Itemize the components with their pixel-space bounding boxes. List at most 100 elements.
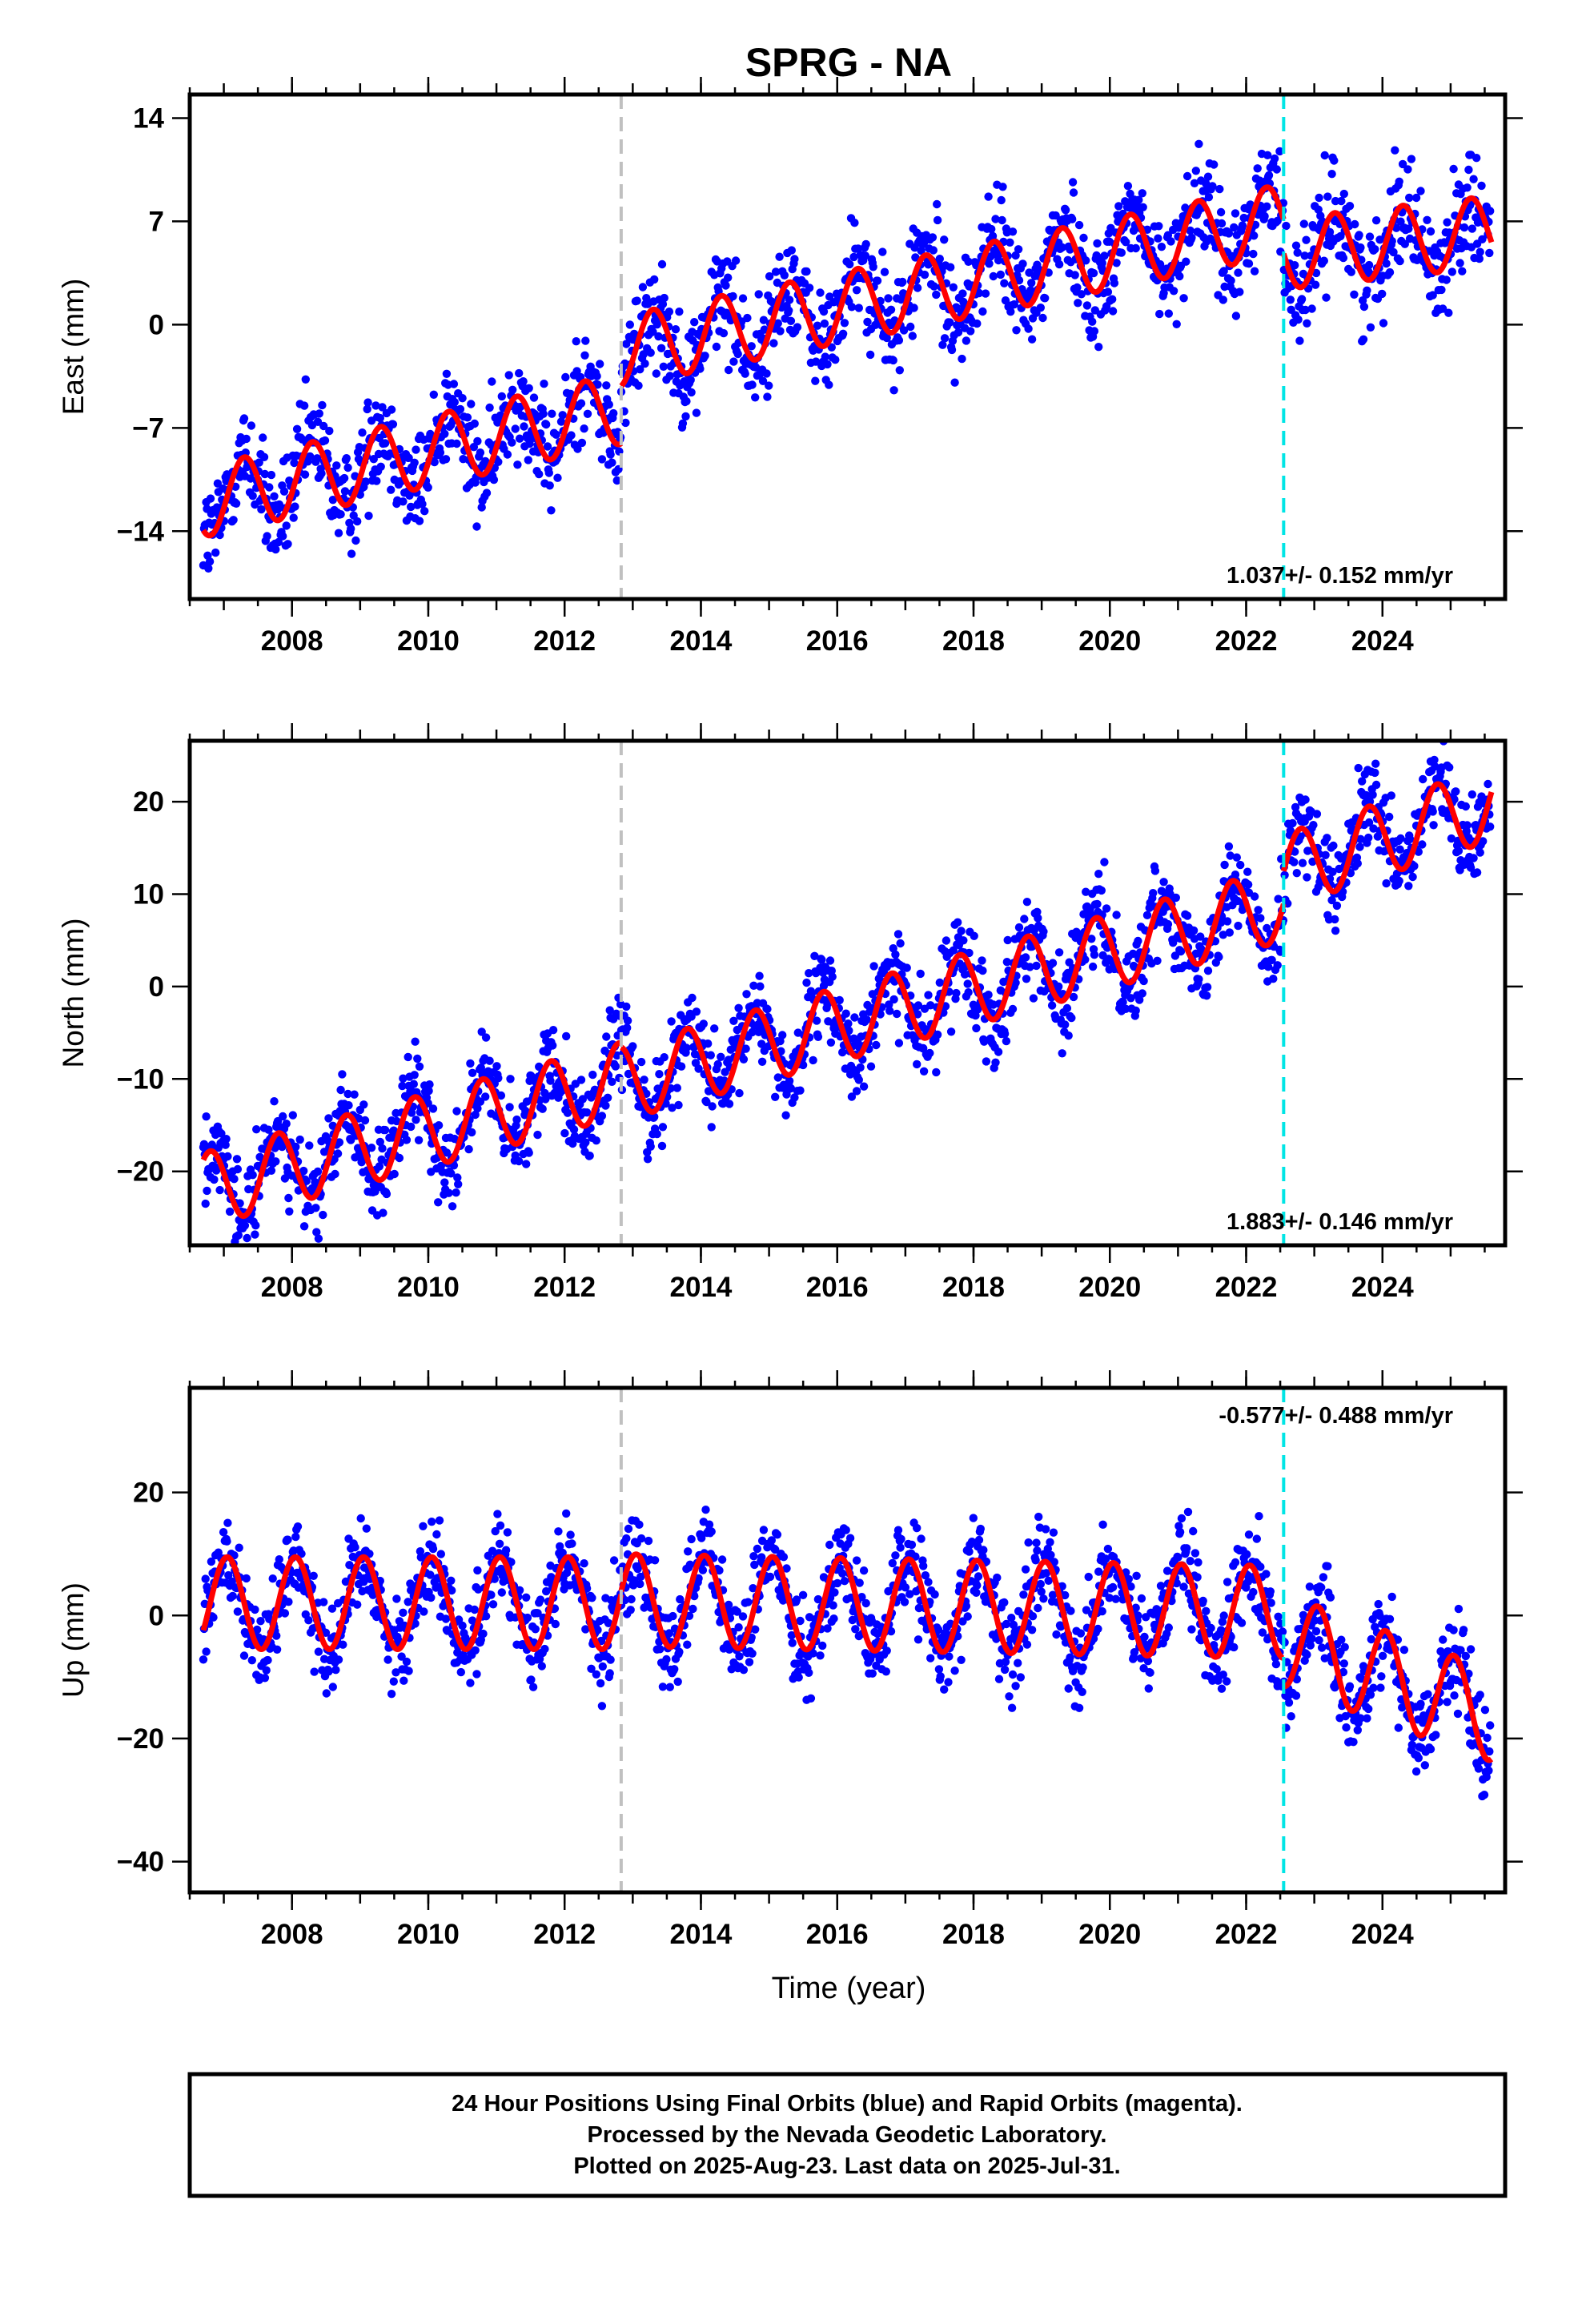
east-final-orbit-points <box>199 139 1495 573</box>
data-point <box>356 1514 365 1523</box>
data-point <box>412 1116 420 1124</box>
data-point <box>767 1536 776 1545</box>
data-point <box>577 438 587 448</box>
data-point <box>1332 901 1342 911</box>
data-point <box>491 1526 500 1536</box>
data-point <box>917 246 926 255</box>
data-point <box>1014 923 1024 932</box>
data-point <box>327 1604 337 1613</box>
data-point <box>1236 860 1245 870</box>
data-point <box>597 1702 607 1711</box>
data-point <box>1426 227 1435 236</box>
data-point <box>225 1207 235 1216</box>
data-point <box>729 357 738 366</box>
data-point <box>477 1027 486 1036</box>
data-point <box>542 420 551 429</box>
data-point <box>1131 1006 1140 1015</box>
data-point <box>1150 866 1160 875</box>
data-point <box>284 1598 293 1606</box>
data-point <box>738 1612 748 1621</box>
y-tick-label: 0 <box>149 971 164 1003</box>
data-point <box>267 1166 276 1176</box>
data-point <box>1149 889 1158 898</box>
data-point <box>1102 904 1111 913</box>
data-point <box>608 458 616 467</box>
data-point <box>873 276 882 285</box>
data-point <box>734 1622 743 1632</box>
data-point <box>597 455 607 464</box>
data-point <box>1311 280 1320 289</box>
data-point <box>1076 1629 1086 1638</box>
data-point <box>665 1629 674 1638</box>
data-point <box>342 454 351 463</box>
data-point <box>609 408 618 418</box>
data-point <box>440 1178 449 1187</box>
data-point <box>805 969 813 978</box>
data-point <box>1350 290 1359 299</box>
data-point <box>1006 238 1014 247</box>
data-point <box>1082 1606 1091 1614</box>
data-point <box>659 362 668 371</box>
data-point <box>204 564 213 573</box>
y-tick-label: 10 <box>133 879 164 911</box>
data-point <box>1356 243 1365 252</box>
data-point <box>506 1075 515 1084</box>
data-point <box>687 1534 696 1544</box>
data-point <box>1157 243 1166 251</box>
data-point <box>1105 1594 1114 1602</box>
y-tick-label: 14 <box>133 103 164 134</box>
data-point <box>387 405 396 414</box>
data-point <box>1014 1659 1022 1667</box>
data-point <box>773 1530 782 1539</box>
data-point <box>938 340 947 349</box>
data-point <box>410 458 419 467</box>
data-point <box>850 219 859 227</box>
data-point <box>1225 928 1235 937</box>
data-point <box>1219 267 1228 275</box>
data-point <box>260 469 270 479</box>
data-point <box>733 1607 741 1616</box>
figure-title: SPRG - NA <box>745 40 952 85</box>
data-point <box>997 195 1006 205</box>
data-point <box>984 991 993 999</box>
data-point <box>468 1616 477 1625</box>
data-point <box>644 1536 653 1546</box>
data-point <box>964 988 973 997</box>
data-point <box>982 1057 991 1066</box>
x-tick-label: 2018 <box>942 1272 1005 1303</box>
data-point <box>724 1600 733 1610</box>
data-point <box>407 1122 416 1132</box>
data-point <box>1243 880 1253 889</box>
data-point <box>447 1576 456 1586</box>
data-point <box>452 439 461 448</box>
data-point <box>845 1534 855 1542</box>
data-point <box>1123 182 1133 191</box>
data-point <box>452 1107 461 1116</box>
data-point <box>825 1540 834 1550</box>
data-point <box>392 1116 401 1126</box>
data-point <box>494 1074 503 1083</box>
data-point <box>1077 290 1086 299</box>
data-point <box>1364 260 1374 270</box>
data-point <box>1170 951 1180 960</box>
data-point <box>873 1629 882 1638</box>
data-point <box>538 1104 547 1113</box>
data-point <box>310 1667 319 1676</box>
data-point <box>913 1059 921 1069</box>
data-point <box>1042 1569 1051 1578</box>
data-point <box>1224 842 1234 851</box>
data-point <box>535 469 544 479</box>
data-point <box>540 380 548 388</box>
data-point <box>1061 1020 1070 1029</box>
data-point <box>1056 1622 1066 1631</box>
data-point <box>1204 193 1214 202</box>
data-point <box>554 1527 563 1536</box>
data-point <box>391 1668 400 1677</box>
data-point <box>1464 165 1473 175</box>
data-point <box>1263 151 1272 159</box>
data-point <box>751 1625 760 1634</box>
data-point <box>252 1625 262 1634</box>
y-tick-label: −20 <box>117 1156 164 1188</box>
data-point <box>1033 1546 1042 1555</box>
data-point <box>1132 1571 1141 1581</box>
